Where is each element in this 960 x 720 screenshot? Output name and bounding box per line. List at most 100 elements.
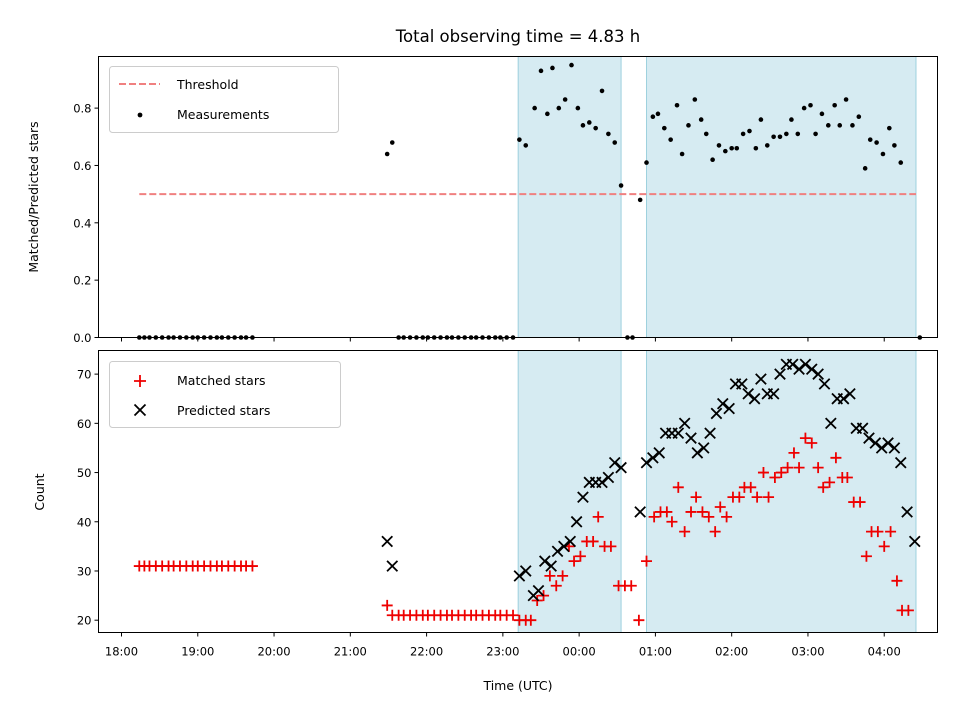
measurement-point bbox=[384, 151, 390, 157]
predicted-star-point bbox=[863, 432, 875, 444]
matched-star-point bbox=[685, 506, 697, 518]
predicted-star-point bbox=[653, 447, 666, 459]
predicted-star-point bbox=[901, 506, 913, 518]
top-y-tick-label: 0.8 bbox=[73, 102, 91, 116]
predicted-star-point bbox=[894, 456, 907, 469]
matched-star-point bbox=[854, 496, 866, 508]
predicted-star-point bbox=[716, 397, 729, 410]
predicted-star-point bbox=[634, 506, 646, 518]
bottom-panel: 20 30 40 50 60 70 18:00 19:00 20:00 21:00 22:00 23… bbox=[32, 350, 938, 693]
measurement-point bbox=[389, 140, 395, 145]
measurement-point bbox=[668, 137, 673, 142]
predicted-star-point bbox=[647, 451, 659, 464]
matched-star-point bbox=[841, 471, 853, 483]
measurement-point bbox=[599, 88, 605, 94]
observing-interval-shade bbox=[517, 350, 622, 633]
measurement-point bbox=[716, 143, 722, 148]
predicted-star-point bbox=[602, 471, 615, 484]
bottom-y-tick-label: 60 bbox=[77, 417, 92, 431]
matched-star-point bbox=[587, 535, 599, 547]
measurement-point bbox=[808, 102, 813, 108]
predicted-star-point bbox=[685, 432, 697, 444]
matched-star-point bbox=[763, 491, 775, 503]
bottom-y-tick-label: 70 bbox=[77, 368, 92, 382]
predicted-star-point bbox=[672, 427, 685, 440]
matched-star-point bbox=[648, 511, 660, 523]
predicted-star-point bbox=[736, 378, 748, 390]
measurement-point bbox=[575, 105, 581, 111]
predicted-star-point bbox=[793, 363, 805, 376]
matched-star-point bbox=[641, 555, 653, 567]
measurement-point bbox=[784, 131, 789, 137]
matched-star-point bbox=[574, 550, 586, 562]
measurement-point bbox=[898, 160, 904, 165]
predicted-star-point bbox=[710, 407, 723, 420]
predicted-star-point bbox=[697, 442, 710, 454]
measurement-point bbox=[856, 114, 862, 120]
measurement-point bbox=[545, 111, 550, 117]
bottom-x-tick-label: 00:00 bbox=[563, 645, 596, 659]
matched-star-point bbox=[812, 462, 824, 474]
predicted-star-point bbox=[608, 456, 621, 469]
bottom-y-axis-label: Count bbox=[32, 473, 47, 510]
x-axis-label: Time (UTC) bbox=[482, 678, 552, 693]
predicted-star-point bbox=[805, 363, 818, 376]
predicted-star-point bbox=[551, 545, 564, 558]
measurement-point bbox=[550, 65, 555, 71]
predicted-star-point bbox=[786, 358, 799, 371]
matched-star-point bbox=[757, 467, 769, 479]
matched-star-point bbox=[381, 599, 393, 611]
predicted-star-point bbox=[767, 387, 780, 400]
top-panel: 0.00.20.40.60.8 Matched/Predicted stars … bbox=[26, 56, 938, 345]
matched-star-point bbox=[568, 555, 580, 567]
matched-star-point bbox=[507, 609, 519, 621]
measurement-point bbox=[801, 105, 807, 111]
predicted-star-point bbox=[381, 535, 394, 548]
predicted-star-point bbox=[723, 402, 735, 415]
predicted-star-point bbox=[888, 442, 901, 454]
predicted-star-point bbox=[748, 392, 761, 405]
measurement-point bbox=[587, 120, 592, 125]
bottom-x-tick-label: 04:00 bbox=[868, 645, 901, 659]
predicted-star-point bbox=[570, 515, 583, 528]
measurements-legend-swatch bbox=[137, 112, 143, 118]
predicted-star-point bbox=[774, 368, 786, 380]
measurement-point bbox=[867, 137, 873, 142]
measurement-point bbox=[650, 114, 656, 120]
measurement-point bbox=[692, 97, 698, 102]
measurements-legend-label: Measurements bbox=[177, 107, 269, 122]
measurement-point bbox=[686, 123, 691, 128]
measurement-point bbox=[703, 131, 709, 137]
measurement-point bbox=[606, 131, 611, 137]
predicted-star-point bbox=[704, 427, 716, 440]
matched-star-point bbox=[661, 506, 673, 518]
matched-star-point bbox=[891, 575, 903, 587]
predicted-star-point bbox=[856, 422, 869, 435]
observing-interval-shade bbox=[517, 56, 622, 338]
bottom-panel-frame bbox=[98, 350, 938, 633]
measurement-point bbox=[523, 143, 529, 148]
matched-star-point bbox=[550, 580, 562, 592]
predicted-star-point bbox=[564, 535, 577, 548]
predicted-legend-swatch bbox=[133, 403, 147, 417]
bottom-x-tick-label: 03:00 bbox=[791, 645, 824, 659]
measurement-point bbox=[723, 148, 728, 154]
predicted-star-point bbox=[538, 555, 551, 567]
measurement-point bbox=[813, 131, 818, 137]
measurement-point bbox=[740, 131, 746, 137]
bottom-y-tick-label: 50 bbox=[77, 466, 92, 480]
matched-star-point bbox=[709, 526, 721, 538]
matched-star-point bbox=[625, 580, 637, 592]
observing-interval-shade bbox=[646, 56, 917, 338]
measurement-point bbox=[832, 102, 837, 108]
matched-star-point bbox=[860, 550, 872, 562]
matched-star-point bbox=[806, 437, 818, 449]
bottom-legend: Matched stars Predicted stars bbox=[109, 361, 341, 428]
measurement-point bbox=[562, 97, 568, 102]
matched-star-point bbox=[733, 491, 745, 503]
matched-star-point bbox=[633, 614, 645, 626]
measurement-point bbox=[771, 134, 776, 140]
predicted-star-point bbox=[532, 584, 545, 597]
matched-star-point bbox=[721, 511, 733, 523]
measurement-point bbox=[892, 143, 897, 148]
